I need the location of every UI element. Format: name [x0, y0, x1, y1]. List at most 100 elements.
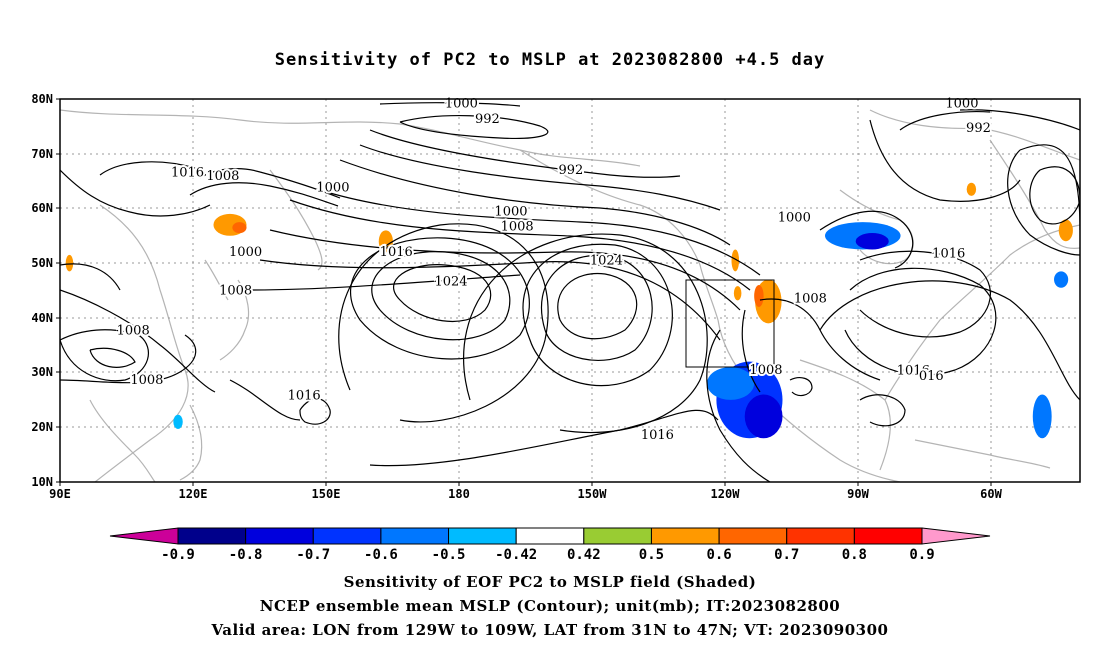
map-frame	[59, 98, 1081, 483]
mslp-contour	[60, 334, 197, 384]
coastline-siberia	[60, 109, 641, 167]
mslp-contour	[741, 309, 761, 393]
lat-axis: 80N 70N 60N 50N 40N 30N 20N 10N	[31, 92, 60, 489]
mslp-contour	[859, 250, 991, 338]
mslp-contour	[379, 102, 521, 107]
mslp-contour	[60, 169, 211, 217]
mslp-contour	[859, 394, 906, 427]
valid-area-box	[685, 279, 775, 368]
mslp-contour	[759, 298, 881, 381]
lon-tick-label: 90E	[49, 487, 71, 501]
mslp-contour	[706, 329, 771, 482]
contour-label: 1008	[206, 169, 239, 184]
mslp-contour	[359, 144, 721, 211]
colorbar-high-extend	[921, 527, 991, 545]
contour-label: 1016	[288, 389, 321, 404]
colorbar-bin	[515, 527, 585, 545]
mslp-contour	[393, 264, 492, 322]
lat-tick-label: 50N	[31, 256, 53, 270]
contour-label: 1024	[434, 275, 467, 290]
sensitivity-patch	[1032, 394, 1052, 439]
lon-axis: 90E 120E 150E 180 150W 120W 90W 60W	[49, 482, 1003, 501]
footnote-shading: Sensitivity of EOF PC2 to MSLP field (Sh…	[343, 573, 757, 591]
sensitivity-patch	[733, 286, 742, 301]
colorbar-label: 0.42	[567, 547, 601, 563]
lat-tick-label: 20N	[31, 420, 53, 434]
lon-tick-label: 60W	[980, 487, 1002, 501]
lat-tick-label: 10N	[31, 475, 53, 489]
mslp-contour	[60, 263, 121, 291]
footnote-valid-area: Valid area: LON from 129W to 109W, LAT f…	[211, 621, 889, 639]
sensitivity-patch	[855, 233, 889, 250]
mslp-contour	[789, 377, 813, 397]
contour-label: 1008	[501, 219, 534, 234]
colorbar-label: 0.8	[842, 547, 867, 563]
mslp-contours	[60, 102, 1080, 482]
colorbar-label: 0.9	[909, 547, 934, 563]
mslp-contour	[1029, 166, 1080, 225]
lat-tick-label: 40N	[31, 311, 53, 325]
contour-label: 1000	[494, 205, 527, 220]
chart-title: Sensitivity of PC2 to MSLP at 2023082800…	[274, 50, 826, 70]
mslp-contour	[349, 237, 530, 360]
mslp-contour	[60, 329, 149, 382]
contour-label: 1016	[932, 246, 965, 261]
colorbar-bin	[650, 527, 720, 545]
sensitivity-patch	[706, 367, 755, 400]
mslp-contour	[899, 111, 991, 131]
mslp-contour	[1007, 144, 1080, 256]
colorbar-label: 0.6	[706, 547, 731, 563]
mslp-contour	[959, 109, 1080, 131]
lat-tick-label: 70N	[31, 147, 53, 161]
colorbar-label: -0.9	[161, 547, 195, 563]
contour-label: 016	[919, 369, 944, 384]
colorbar-label: -0.42	[495, 547, 537, 563]
footnote-contour: NCEP ensemble mean MSLP (Contour); unit(…	[259, 597, 841, 615]
coastline-indochina	[89, 399, 156, 482]
sensitivity-patch	[966, 182, 977, 196]
contour-label: 1000	[778, 211, 811, 226]
mslp-contour	[319, 189, 761, 276]
contour-label: 1000	[229, 245, 262, 260]
sensitivity-patch	[1054, 271, 1069, 288]
coastline-alaska	[519, 149, 719, 321]
colorbar-bin	[245, 527, 314, 545]
contour-label: 1008	[794, 292, 827, 307]
mslp-contour	[463, 233, 708, 434]
sensitivity-patch	[65, 254, 74, 272]
colorbar-bin	[718, 527, 788, 545]
coastline-east-asia	[94, 204, 189, 482]
mslp-contour	[199, 168, 341, 199]
contour-label: 1016	[641, 428, 674, 443]
colorbar: -0.9 -0.8 -0.7 -0.6 -0.5 -0.42 0.42 0.5 0.6 0.7 0.…	[109, 527, 991, 563]
mslp-contour	[557, 272, 638, 340]
lon-tick-label: 90W	[847, 487, 869, 501]
colorbar-label: -0.8	[229, 547, 263, 563]
contour-label: 992	[475, 112, 500, 127]
colorbar-bin	[583, 527, 652, 545]
contour-label: 1024	[590, 253, 623, 268]
lat-tick-label: 80N	[31, 92, 53, 106]
contour-label: 992	[966, 121, 991, 136]
lon-tick-label: 120E	[179, 487, 208, 501]
mslp-contour	[819, 210, 914, 269]
contour-label: 1016	[380, 245, 413, 260]
colorbar-label: -0.7	[296, 547, 330, 563]
sensitivity-patch	[731, 249, 740, 272]
contour-label: 992	[559, 163, 584, 178]
sensitivity-patch	[754, 285, 764, 307]
contour-label: 1016	[171, 165, 204, 180]
mslp-contour	[269, 229, 741, 311]
colorbar-label: 0.5	[639, 547, 664, 563]
mslp-contour	[819, 280, 1080, 401]
lon-tick-label: 120W	[711, 487, 741, 501]
colorbar-bin	[448, 527, 517, 545]
coastline-caribbean	[914, 439, 1051, 469]
mslp-contour	[339, 159, 731, 246]
coastline-greenland	[989, 139, 1080, 250]
coastline-korea-japan	[204, 259, 250, 361]
sensitivity-patch	[173, 414, 183, 429]
mslp-contour	[299, 398, 331, 425]
